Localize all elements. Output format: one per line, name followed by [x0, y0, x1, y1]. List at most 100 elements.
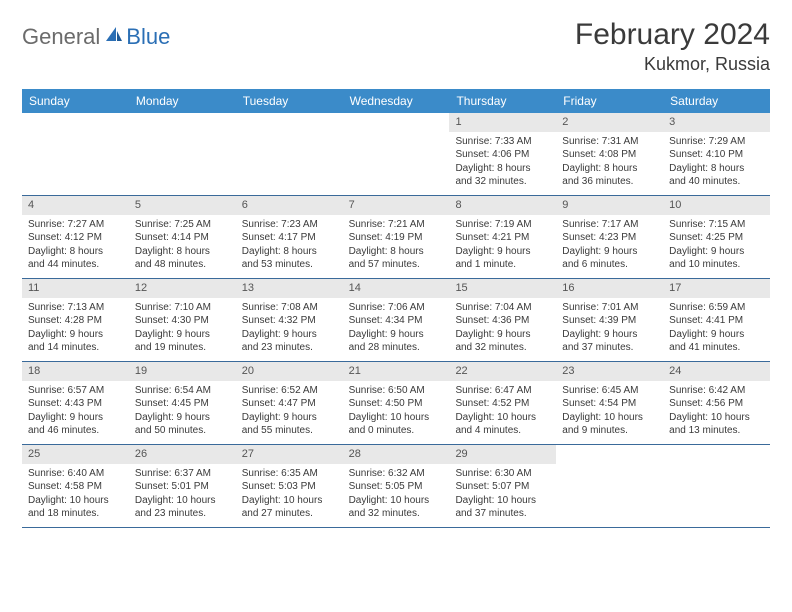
day-line: and 14 minutes. — [28, 341, 123, 355]
day-line: Daylight: 10 hours — [455, 411, 550, 425]
day-body: Sunrise: 6:57 AMSunset: 4:43 PMDaylight:… — [22, 381, 129, 442]
day-body: Sunrise: 7:01 AMSunset: 4:39 PMDaylight:… — [556, 298, 663, 359]
logo: General Blue — [22, 24, 170, 50]
day-cell: 23Sunrise: 6:45 AMSunset: 4:54 PMDayligh… — [556, 362, 663, 444]
day-body: Sunrise: 7:17 AMSunset: 4:23 PMDaylight:… — [556, 215, 663, 276]
day-cell — [22, 113, 129, 195]
day-number: 27 — [236, 445, 343, 464]
day-line: and 23 minutes. — [135, 507, 230, 521]
header: General Blue February 2024 Kukmor, Russi… — [22, 18, 770, 75]
day-number: 21 — [343, 362, 450, 381]
day-cell: 11Sunrise: 7:13 AMSunset: 4:28 PMDayligh… — [22, 279, 129, 361]
day-cell: 3Sunrise: 7:29 AMSunset: 4:10 PMDaylight… — [663, 113, 770, 195]
day-line: Sunrise: 7:33 AM — [455, 135, 550, 149]
day-cell: 6Sunrise: 7:23 AMSunset: 4:17 PMDaylight… — [236, 196, 343, 278]
day-line: Sunset: 4:30 PM — [135, 314, 230, 328]
day-line: Sunset: 5:05 PM — [349, 480, 444, 494]
day-cell: 26Sunrise: 6:37 AMSunset: 5:01 PMDayligh… — [129, 445, 236, 527]
day-line: Sunset: 4:58 PM — [28, 480, 123, 494]
day-body: Sunrise: 6:52 AMSunset: 4:47 PMDaylight:… — [236, 381, 343, 442]
location-label: Kukmor, Russia — [575, 54, 770, 75]
day-line: and 13 minutes. — [669, 424, 764, 438]
calendar: SundayMondayTuesdayWednesdayThursdayFrid… — [22, 89, 770, 528]
weekday-label: Friday — [556, 89, 663, 113]
day-line: Sunset: 5:03 PM — [242, 480, 337, 494]
day-cell: 15Sunrise: 7:04 AMSunset: 4:36 PMDayligh… — [449, 279, 556, 361]
day-cell: 2Sunrise: 7:31 AMSunset: 4:08 PMDaylight… — [556, 113, 663, 195]
day-line: Sunset: 4:14 PM — [135, 231, 230, 245]
day-body: Sunrise: 7:23 AMSunset: 4:17 PMDaylight:… — [236, 215, 343, 276]
logo-sail-icon — [104, 25, 124, 50]
day-cell — [343, 113, 450, 195]
day-line: and 41 minutes. — [669, 341, 764, 355]
day-line: and 44 minutes. — [28, 258, 123, 272]
weekday-label: Monday — [129, 89, 236, 113]
day-number: 2 — [556, 113, 663, 132]
day-body: Sunrise: 7:13 AMSunset: 4:28 PMDaylight:… — [22, 298, 129, 359]
day-line: Sunrise: 7:10 AM — [135, 301, 230, 315]
day-line: and 55 minutes. — [242, 424, 337, 438]
day-line: Sunset: 4:28 PM — [28, 314, 123, 328]
day-line: and 37 minutes. — [562, 341, 657, 355]
day-body: Sunrise: 7:33 AMSunset: 4:06 PMDaylight:… — [449, 132, 556, 193]
day-line: Daylight: 8 hours — [242, 245, 337, 259]
day-body: Sunrise: 6:47 AMSunset: 4:52 PMDaylight:… — [449, 381, 556, 442]
day-line: Daylight: 8 hours — [135, 245, 230, 259]
day-line: Sunrise: 7:04 AM — [455, 301, 550, 315]
day-line: Sunrise: 7:21 AM — [349, 218, 444, 232]
day-line: Sunset: 4:25 PM — [669, 231, 764, 245]
day-line: Daylight: 10 hours — [349, 411, 444, 425]
day-line: Sunset: 4:47 PM — [242, 397, 337, 411]
day-line: Sunrise: 6:47 AM — [455, 384, 550, 398]
week-row: 25Sunrise: 6:40 AMSunset: 4:58 PMDayligh… — [22, 445, 770, 528]
day-line: Sunset: 4:50 PM — [349, 397, 444, 411]
day-line: and 40 minutes. — [669, 175, 764, 189]
day-line: and 27 minutes. — [242, 507, 337, 521]
day-line: and 9 minutes. — [562, 424, 657, 438]
day-line: and 50 minutes. — [135, 424, 230, 438]
day-line: and 48 minutes. — [135, 258, 230, 272]
day-line: Sunrise: 6:50 AM — [349, 384, 444, 398]
day-number: 28 — [343, 445, 450, 464]
day-line: Daylight: 8 hours — [28, 245, 123, 259]
day-line: Sunrise: 7:27 AM — [28, 218, 123, 232]
day-number: 29 — [449, 445, 556, 464]
day-body: Sunrise: 7:25 AMSunset: 4:14 PMDaylight:… — [129, 215, 236, 276]
day-line: and 46 minutes. — [28, 424, 123, 438]
day-body: Sunrise: 6:54 AMSunset: 4:45 PMDaylight:… — [129, 381, 236, 442]
day-body: Sunrise: 7:10 AMSunset: 4:30 PMDaylight:… — [129, 298, 236, 359]
day-line: Daylight: 10 hours — [242, 494, 337, 508]
day-line: Daylight: 9 hours — [135, 328, 230, 342]
day-line: Daylight: 9 hours — [455, 328, 550, 342]
day-line: Sunset: 4:52 PM — [455, 397, 550, 411]
day-line: Sunrise: 7:15 AM — [669, 218, 764, 232]
day-body: Sunrise: 6:37 AMSunset: 5:01 PMDaylight:… — [129, 464, 236, 525]
day-line: and 0 minutes. — [349, 424, 444, 438]
day-line: and 18 minutes. — [28, 507, 123, 521]
day-number: 19 — [129, 362, 236, 381]
day-cell: 29Sunrise: 6:30 AMSunset: 5:07 PMDayligh… — [449, 445, 556, 527]
day-body: Sunrise: 7:08 AMSunset: 4:32 PMDaylight:… — [236, 298, 343, 359]
day-number: 8 — [449, 196, 556, 215]
weekday-label: Thursday — [449, 89, 556, 113]
day-number: 7 — [343, 196, 450, 215]
day-line: Sunset: 4:06 PM — [455, 148, 550, 162]
day-line: Sunset: 4:12 PM — [28, 231, 123, 245]
day-line: and 37 minutes. — [455, 507, 550, 521]
day-line: Sunset: 4:19 PM — [349, 231, 444, 245]
weekday-label: Wednesday — [343, 89, 450, 113]
day-number: 17 — [663, 279, 770, 298]
week-row: 4Sunrise: 7:27 AMSunset: 4:12 PMDaylight… — [22, 196, 770, 279]
day-line: Daylight: 9 hours — [242, 411, 337, 425]
day-line: Sunrise: 6:30 AM — [455, 467, 550, 481]
day-line: Sunrise: 7:29 AM — [669, 135, 764, 149]
day-cell: 18Sunrise: 6:57 AMSunset: 4:43 PMDayligh… — [22, 362, 129, 444]
day-cell: 27Sunrise: 6:35 AMSunset: 5:03 PMDayligh… — [236, 445, 343, 527]
day-line: Sunrise: 6:52 AM — [242, 384, 337, 398]
day-number: 11 — [22, 279, 129, 298]
day-body: Sunrise: 6:35 AMSunset: 5:03 PMDaylight:… — [236, 464, 343, 525]
day-line: Sunset: 5:01 PM — [135, 480, 230, 494]
day-line: Sunset: 4:41 PM — [669, 314, 764, 328]
day-cell: 4Sunrise: 7:27 AMSunset: 4:12 PMDaylight… — [22, 196, 129, 278]
day-line: Daylight: 8 hours — [562, 162, 657, 176]
